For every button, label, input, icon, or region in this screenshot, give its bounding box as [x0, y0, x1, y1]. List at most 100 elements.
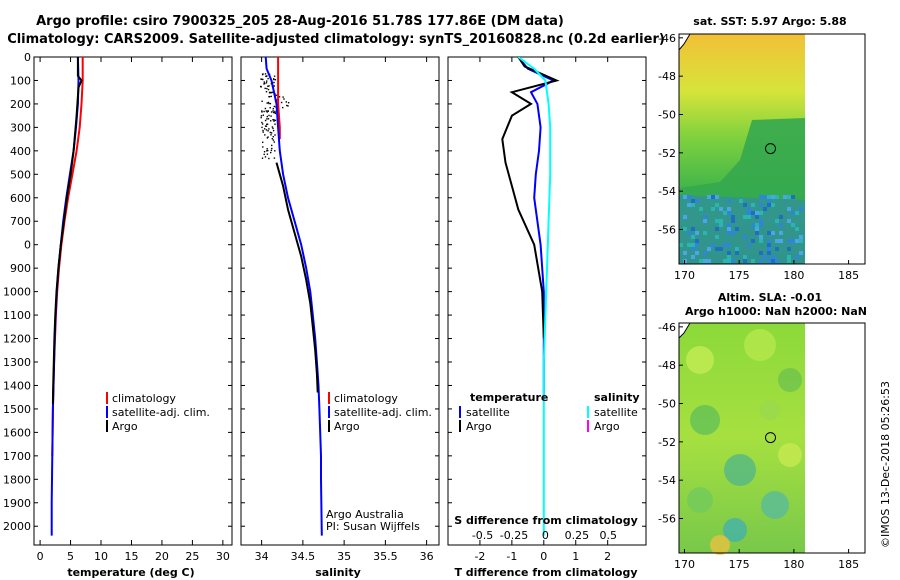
sst-pixel [771, 203, 775, 207]
sst-pixel [695, 239, 699, 243]
legend-label-salinity-satellite: satellite [594, 406, 638, 419]
y-tick-label: 100 [10, 74, 31, 87]
sst-pixel [727, 227, 731, 231]
series-line-argo [275, 162, 319, 393]
sst-pixel [787, 259, 791, 263]
salinity-axis-label: salinity [315, 566, 361, 579]
argo-scatter-point [261, 100, 263, 102]
argo-scatter-point [268, 96, 271, 98]
argo-scatter-point [270, 151, 272, 154]
sst-pixel [755, 215, 759, 219]
argo-scatter-point [264, 73, 267, 75]
sst-pixel [755, 223, 759, 227]
sst-pixel [759, 251, 763, 255]
sst-pixel [699, 259, 703, 263]
sst-pixel [715, 203, 719, 207]
argo-scatter-point [269, 131, 271, 134]
argo-scatter-point [265, 91, 268, 93]
sst-pixel [743, 235, 747, 239]
sst-pixel [771, 255, 775, 259]
map-y-tick-label: -56 [658, 513, 676, 526]
sst-pixel [787, 247, 791, 251]
map-x-tick-label: 185 [838, 558, 859, 571]
sst-pixel [767, 243, 771, 247]
sst-pixel [735, 247, 739, 251]
argo-scatter-point [261, 157, 264, 159]
sst-pixel [751, 259, 755, 263]
sst-pixel [707, 259, 711, 263]
argo-scatter-point [272, 119, 274, 121]
sst-pixel [743, 203, 747, 207]
argo-scatter-point [265, 82, 268, 84]
argo-scatter-point [264, 134, 266, 136]
map-x-tick-label: 185 [838, 269, 859, 282]
argo-scatter-point [265, 110, 267, 112]
salinity-legend: climatology satellite-adj. clim. Argo [328, 392, 432, 433]
sst-pixel [791, 223, 795, 227]
argo-scatter-point [274, 123, 276, 125]
argo-scatter-point [268, 114, 270, 117]
legend-label-satellite: satellite-adj. clim. [334, 406, 432, 419]
y-tick-label: 500 [10, 168, 31, 181]
argo-scatter-point [267, 149, 269, 152]
sst-pixel [759, 259, 763, 263]
figure-title-line1: Argo profile: csiro 7900325_205 28-Aug-2… [36, 14, 564, 29]
map-y-tick-label: -46 [658, 32, 676, 45]
sst-pixel [703, 215, 707, 219]
argo-scatter-point [262, 141, 264, 143]
argo-scatter-point [282, 106, 284, 109]
argo-scatter-point [261, 126, 263, 129]
salinity-panel-frame [240, 56, 440, 546]
sst-pixel [703, 231, 707, 235]
legend-label-temperature-satellite: satellite [466, 406, 510, 419]
argo-scatter-point [266, 123, 269, 125]
argo-scatter-point [263, 81, 265, 83]
argo-scatter-point [271, 147, 273, 150]
sst-pixel [683, 215, 687, 219]
y-tick-label: 1400 [3, 379, 31, 392]
map-y-tick-label: -48 [658, 359, 676, 372]
legend-label-argo: Argo [112, 420, 138, 433]
sla-blob [778, 368, 802, 392]
legend-label-climatology: climatology [112, 392, 176, 405]
argo-scatter-point [266, 148, 268, 150]
sst-pixel [711, 207, 715, 211]
argo-scatter-point [270, 115, 272, 117]
y-tick-label: 1000 [3, 286, 31, 299]
argo-scatter-point [270, 134, 272, 136]
sst-pixel [767, 195, 771, 199]
sst-pixel [703, 259, 707, 263]
sla-map-frame [678, 322, 866, 554]
sst-pixel [799, 235, 803, 239]
y-tick-label: 0 [24, 239, 31, 252]
sst-pixel [779, 223, 783, 227]
argo-scatter-point [273, 119, 275, 121]
argo-scatter-point [270, 92, 272, 94]
map-y-tick-label: -48 [658, 70, 676, 83]
sst-pixel [727, 231, 731, 235]
argo-scatter-point [265, 75, 267, 77]
sla-blob [687, 487, 713, 513]
argo-scatter-point [266, 137, 269, 139]
sst-pixel [787, 195, 791, 199]
sst-pixel [767, 231, 771, 235]
sst-pixel [775, 259, 779, 263]
argo-position-marker [765, 143, 776, 155]
sst-pixel [699, 207, 703, 211]
y-tick-label: 1300 [3, 356, 31, 369]
sst-pixel [727, 251, 731, 255]
sst-pixel [683, 227, 687, 231]
map-y-tick-label: -56 [658, 224, 676, 237]
argo-scatter-point [283, 98, 285, 100]
sla-map-subtitle: Argo h1000: NaN h2000: NaN [685, 305, 867, 318]
sst-pixel [775, 219, 779, 223]
credit-line2: PI: Susan Wijffels [326, 520, 420, 533]
sst-pixel [727, 207, 731, 211]
legend-label-temperature-argo: Argo [466, 420, 492, 433]
argo-scatter-point [272, 110, 274, 112]
argo-scatter-point [273, 75, 276, 77]
x-tick-label: 20 [155, 550, 169, 563]
sst-pixel [767, 259, 771, 263]
sst-pixel [683, 259, 687, 263]
argo-scatter-point [272, 127, 274, 130]
